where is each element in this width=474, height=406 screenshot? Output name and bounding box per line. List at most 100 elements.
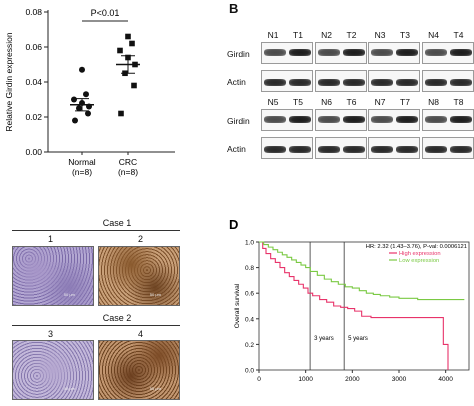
blot-strip (314, 137, 367, 159)
blot-band (289, 146, 311, 153)
blot-row-label: Girdin (227, 49, 250, 59)
data-point (125, 33, 131, 40)
data-point (117, 47, 123, 54)
x-tick-label: Normal (68, 157, 96, 167)
scale-bar-label: 50 μm (63, 292, 75, 297)
blot-band (317, 116, 340, 123)
ihc-image-3: 50 μm (12, 340, 94, 400)
y-tick-label: 0.06 (25, 42, 42, 52)
survival-curve-low (259, 241, 465, 301)
ihc-label-1: 1 (48, 234, 54, 244)
blot-band (449, 116, 472, 123)
blot-strip (368, 109, 420, 131)
y-tick-label: 0.2 (245, 342, 254, 349)
blot-strip (314, 70, 367, 92)
blot-band (342, 49, 365, 56)
blot-band (396, 79, 418, 86)
lane-label: T1 (293, 30, 303, 40)
case2-label: Case 2 (102, 313, 132, 323)
panel-d-survival-plot: D 0.0 0.2 0.4 0.6 0.8 1.0 0 1000 2000 3000 4000 Over… (225, 215, 474, 401)
data-point (72, 117, 78, 124)
data-point (79, 100, 85, 106)
data-point (122, 70, 128, 77)
blot-strip (314, 109, 367, 131)
blot-strip (368, 70, 420, 92)
data-point (83, 91, 89, 98)
blot-strip (261, 109, 313, 131)
lane-label: N3 (374, 30, 386, 40)
ihc-label-3: 3 (48, 329, 54, 339)
blot-band (317, 146, 340, 153)
blot-band (424, 79, 447, 86)
blot-band (424, 49, 447, 56)
panel-b-western-blot: B N1 T1 N2 T2 N3 T3 N4 T4 Girdin Actin N5 T5 N6 T6 N7 T… (225, 0, 474, 170)
blot-strip (421, 109, 474, 131)
x-tick-label: 0 (257, 376, 261, 383)
blot-strip (368, 137, 420, 159)
year-marker-label: 5 years (348, 336, 368, 342)
case1-label: Case 1 (102, 218, 132, 228)
lane-label: T4 (453, 30, 464, 40)
ihc-label-4: 4 (138, 329, 144, 339)
blot-band (289, 49, 311, 56)
blot-row-label: Actin (227, 77, 246, 87)
y-tick-label: 0.00 (25, 147, 42, 157)
blot-band (396, 146, 418, 153)
y-axis-label: Relative Girdin expression (4, 32, 14, 131)
legend-entry: Low expression (399, 258, 439, 264)
lane-label: N8 (428, 97, 439, 107)
ihc-image-2: 50 μm (98, 246, 180, 306)
data-point (125, 54, 131, 61)
blot-strip (421, 70, 474, 92)
lane-label: N7 (374, 97, 386, 107)
panel-c-ihc: Case 1 1 2 50 μm 50 μm Case 2 3 4 50 μm … (0, 215, 230, 401)
panel-label-d: D (229, 217, 238, 232)
blot-strip (261, 42, 313, 64)
y-tick-label: 0.8 (245, 265, 254, 272)
y-tick-label: 0.08 (25, 7, 42, 17)
blot-band (449, 79, 472, 86)
year-marker-label: 3 years (314, 336, 334, 342)
case1-divider (12, 230, 180, 231)
blot-band (264, 146, 286, 153)
blot-strip (421, 137, 474, 159)
blot-row-label: Girdin (227, 116, 250, 126)
lane-label: N4 (428, 30, 439, 40)
blot-band (342, 79, 365, 86)
blot-band (317, 49, 340, 56)
ihc-label-2: 2 (138, 234, 144, 244)
blot-band (317, 79, 340, 86)
blot-band (289, 116, 311, 123)
hazard-ratio-text: HR: 2.32 (1.43–3.76), P-val: 0.0006121 (366, 244, 467, 250)
scale-bar-label: 50 μm (63, 386, 75, 391)
lane-label: T5 (293, 97, 303, 107)
blot-row-label: Actin (227, 144, 246, 154)
lane-label: T6 (346, 97, 357, 107)
survival-curve-high (259, 241, 449, 370)
survival-plot-svg: D 0.0 0.2 0.4 0.6 0.8 1.0 0 1000 2000 3000 4000 Over… (229, 217, 470, 383)
blot-band (371, 116, 393, 123)
lane-label: N2 (321, 30, 332, 40)
data-point (71, 96, 77, 103)
y-tick-label: 0.0 (245, 368, 254, 375)
lane-label: N6 (321, 97, 332, 107)
x-tick-label: 4000 (438, 376, 453, 383)
y-axis-label: Overall survival (234, 283, 241, 328)
x-tick-label: CRC (119, 157, 137, 167)
data-point (85, 110, 91, 117)
ihc-image-4: 50 μm (98, 340, 180, 400)
x-tick-label: 3000 (392, 376, 407, 383)
lane-label: T8 (453, 97, 464, 107)
x-tick-label: 2000 (345, 376, 360, 383)
lane-label: T3 (400, 30, 410, 40)
y-tick-label: 0.6 (245, 291, 254, 298)
case2-divider (12, 325, 180, 326)
data-point (131, 82, 137, 89)
legend-entry: High expression (399, 251, 441, 257)
plot-frame (258, 241, 470, 371)
lane-label: N1 (267, 30, 279, 40)
blot-strip (261, 70, 313, 92)
blot-strip (261, 137, 313, 159)
blot-band (371, 79, 393, 86)
y-tick-label: 0.04 (25, 77, 42, 87)
